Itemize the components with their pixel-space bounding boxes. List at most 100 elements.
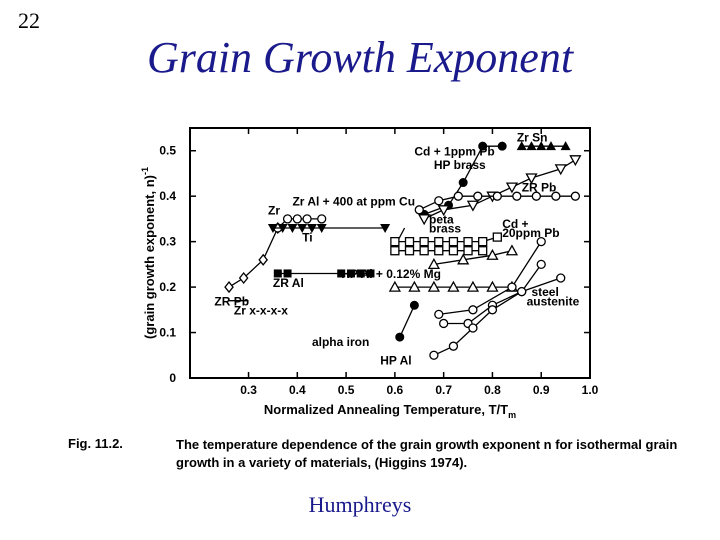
- data-point: [487, 305, 498, 315]
- data-point: [569, 155, 582, 167]
- data-point: [337, 269, 346, 278]
- annotation-label: Zr: [268, 203, 280, 217]
- data-point: [404, 246, 415, 256]
- data-point: [419, 236, 429, 247]
- data-point: [419, 246, 429, 256]
- annotation-label: HP Al + 0.12% Mg: [341, 267, 441, 281]
- data-point: [517, 286, 527, 297]
- annotation-label: ZR Pb: [522, 181, 557, 195]
- data-point: [346, 269, 355, 278]
- data-point: [463, 236, 473, 247]
- x-tick-label: 1.0: [582, 383, 599, 397]
- annotation-label: beta: [429, 212, 454, 226]
- x-axis-label-subscript: m: [508, 410, 516, 420]
- data-point: [390, 236, 400, 247]
- data-point: [505, 182, 519, 194]
- data-point: [570, 191, 581, 201]
- data-point: [356, 269, 365, 278]
- data-point: [380, 224, 391, 233]
- data-point: [238, 271, 249, 285]
- data-point: [458, 178, 468, 188]
- y-axis-label-superscript: -1: [140, 167, 150, 175]
- plot-area: 0.3 0.4 0.5 0.6 0.7 0.8 0.9 1.0 0 0.1 0.2 0.3 0.4 0.5…: [140, 127, 599, 420]
- data-point: [414, 205, 424, 215]
- data-point: [457, 253, 470, 265]
- data-point: [505, 244, 519, 256]
- data-point: [366, 269, 375, 278]
- data-point: [448, 246, 459, 256]
- data-point: [560, 141, 571, 151]
- data-point: [516, 141, 527, 151]
- series-line: [433, 264, 542, 356]
- annotation-label: ZR Al: [273, 276, 304, 290]
- data-point: [427, 280, 441, 292]
- data-point: [447, 280, 460, 292]
- data-point: [395, 332, 405, 342]
- data-point: [292, 214, 302, 224]
- data-point: [317, 214, 327, 224]
- data-point: [536, 236, 546, 247]
- annotation-label: Zr Sn: [517, 131, 548, 145]
- data-point: [390, 246, 400, 256]
- data-point: [554, 164, 567, 176]
- series-line: [399, 305, 415, 338]
- data-point: [526, 141, 537, 151]
- data-point: [224, 281, 234, 294]
- series-line: [433, 250, 513, 266]
- series-line: [438, 241, 542, 316]
- x-tick-label: 0.6: [387, 383, 404, 397]
- x-tick-label: 0.4: [289, 383, 306, 397]
- annotation-label: Zr x-x-x-x: [234, 303, 288, 317]
- data-point: [478, 236, 488, 247]
- data-point: [473, 191, 483, 201]
- data-point: [437, 205, 450, 217]
- x-tick-label: 0.5: [338, 383, 355, 397]
- data-point: [258, 253, 269, 266]
- data-point: [448, 236, 459, 247]
- data-point: [468, 323, 478, 333]
- data-point: [434, 236, 444, 247]
- y-tick-label: 0.1: [159, 326, 176, 340]
- y-tick-label: 0: [169, 371, 176, 385]
- data-point: [551, 191, 561, 201]
- data-point: [525, 173, 538, 185]
- data-point: [486, 248, 499, 260]
- annotation-label: 20ppm Pb: [502, 226, 559, 240]
- data-point: [478, 246, 488, 256]
- y-tick-label: 0.4: [159, 189, 176, 203]
- data-point: [512, 191, 522, 201]
- annotation-label: HP Al: [380, 353, 411, 367]
- y-axis-label: (grain growth exponent, n)-1: [140, 167, 157, 339]
- y-tick-label: 0.5: [159, 144, 176, 158]
- data-point: [536, 141, 547, 151]
- plot-frame: [189, 127, 591, 379]
- annotation-label: Cd +: [502, 217, 528, 231]
- y-tick-label: 0.2: [159, 280, 176, 294]
- data-point: [418, 214, 431, 226]
- data-point: [404, 236, 415, 247]
- data-point: [282, 214, 293, 224]
- data-point: [287, 224, 298, 233]
- data-point: [409, 300, 419, 310]
- data-point: [466, 280, 480, 292]
- x-axis-label: Normalized Annealing Temperature, T/Tm: [264, 402, 516, 420]
- x-tick-label: 0.9: [533, 383, 550, 397]
- data-point: [283, 269, 292, 278]
- x-tick-label: 0.8: [484, 383, 501, 397]
- data-point: [556, 273, 566, 283]
- data-point: [497, 141, 507, 151]
- author-credit: Humphreys: [308, 492, 412, 517]
- data-point: [434, 309, 444, 320]
- data-point: [267, 224, 278, 233]
- data-point: [448, 341, 459, 351]
- data-point: [492, 191, 502, 201]
- data-point: [302, 214, 312, 224]
- x-tick-label: 0.3: [240, 383, 257, 397]
- data-point: [434, 196, 444, 206]
- data-point: [536, 259, 546, 270]
- annotation-label: ZR Pb: [214, 294, 249, 308]
- data-point: [316, 224, 327, 233]
- data-point: [429, 350, 439, 360]
- data-point: [434, 246, 444, 256]
- annotation-label: Cd + 1ppm Pb: [414, 144, 494, 158]
